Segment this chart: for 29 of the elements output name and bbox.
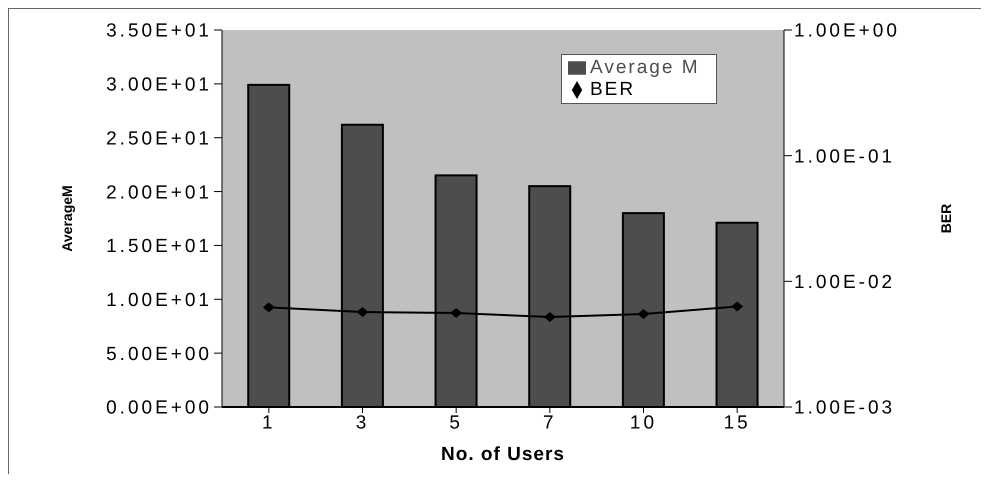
x-tick-label: 1 [262, 412, 276, 434]
y-tick-label: 3.50E+01 [106, 20, 212, 42]
point [450, 308, 462, 318]
y-tick-label: 1.50E+01 [106, 236, 212, 258]
y-tick-label: 5.00E+00 [106, 344, 212, 365]
x-tick-label: 3 [356, 412, 370, 434]
y2-tick-label: 1.00E-03 [794, 398, 896, 419]
point [262, 302, 275, 312]
x-tick-label: 15 [724, 412, 751, 434]
y-axis-title: AverageM [58, 185, 75, 252]
y-tick-label: 2.50E+01 [106, 128, 212, 150]
point [356, 307, 368, 318]
x-tick-label: 10 [630, 412, 658, 434]
y2-axis-title: BER [938, 204, 954, 234]
x-tick-label: 5 [449, 412, 463, 434]
y2-tick-label: 1.00E-02 [794, 272, 896, 294]
y2-tick-label: 1.00E+00 [794, 20, 900, 42]
legend-label: BER [590, 79, 636, 100]
y-tick-label: 0.00E+00 [106, 398, 212, 419]
legend-label: Average M [590, 57, 700, 78]
x-tick-label: 7 [543, 412, 557, 434]
point [731, 302, 744, 312]
y-tick-label: 1.00E+01 [106, 290, 212, 312]
y2-tick-label: 1.00E-01 [794, 146, 896, 168]
x-axis-title: No. of Users [441, 444, 565, 465]
point [638, 308, 650, 319]
point [544, 312, 556, 322]
y-tick-label: 2.00E+01 [106, 182, 212, 204]
y-tick-label: 3.00E+01 [106, 74, 212, 96]
